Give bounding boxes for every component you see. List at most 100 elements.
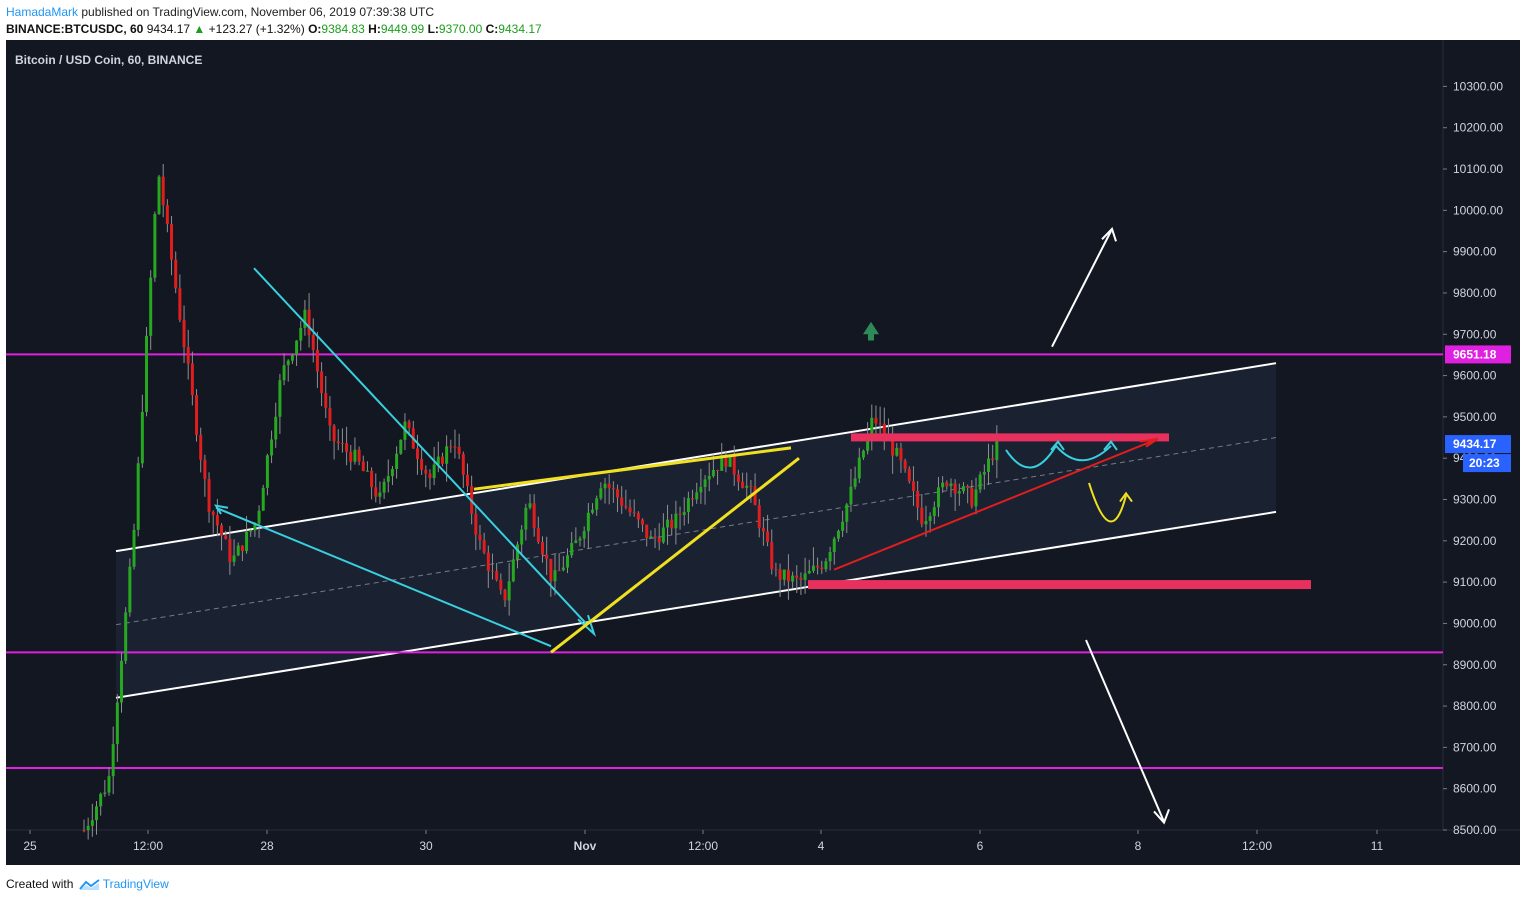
candle-body xyxy=(791,575,795,582)
candle-body xyxy=(699,486,703,493)
candle-body xyxy=(140,411,144,464)
candle-body xyxy=(449,446,453,448)
candle-body xyxy=(703,479,707,487)
candle-body xyxy=(774,569,778,571)
candle-body xyxy=(661,527,665,543)
candle-body xyxy=(520,529,524,545)
candle-body xyxy=(436,456,440,465)
candle-body xyxy=(524,507,528,530)
candle-body xyxy=(415,448,419,460)
candle-body xyxy=(228,539,232,562)
y-tick-label: 8900.00 xyxy=(1453,658,1497,672)
candle-body xyxy=(799,577,803,580)
chart-area[interactable]: 10300.00 10200.00 10100.00 10000.00 9900.00 9… xyxy=(6,40,1520,865)
channel-mid-line xyxy=(115,437,1277,626)
candle-body xyxy=(511,559,515,582)
candle-body xyxy=(995,437,999,461)
symbol-label: BINANCE:BTCUSDC, 60 xyxy=(6,22,144,36)
last-price-text: 9434.17 xyxy=(1453,437,1497,451)
candle-body xyxy=(824,561,828,570)
candle-body xyxy=(741,481,745,488)
candle-body xyxy=(732,456,736,475)
candle-body xyxy=(928,516,932,521)
y-tick-label: 10300.00 xyxy=(1453,79,1503,93)
candle-body xyxy=(561,567,565,571)
candle-body xyxy=(591,509,595,513)
candle-body xyxy=(207,478,211,512)
x-tick-label: 12:00 xyxy=(133,839,163,853)
white-down-arrow xyxy=(1085,639,1165,823)
y-tick-label: 9800.00 xyxy=(1453,286,1497,300)
candle-body xyxy=(507,581,511,601)
candle-body xyxy=(370,470,374,488)
chart-canvas[interactable]: 10300.00 10200.00 10100.00 10000.00 9900.00 9… xyxy=(6,40,1520,865)
support-zone xyxy=(808,580,1311,590)
candle-body xyxy=(728,456,732,467)
candle-body xyxy=(115,702,119,745)
resistance-zone xyxy=(851,433,1169,442)
candle-body xyxy=(582,531,586,539)
candle-body xyxy=(845,504,849,522)
white-arrowhead xyxy=(1101,227,1117,242)
candle-body xyxy=(211,511,215,516)
candle-body xyxy=(820,567,824,570)
candle-body xyxy=(832,538,836,552)
candle-body xyxy=(249,530,253,532)
candle-body xyxy=(353,449,357,462)
candle-body xyxy=(657,537,661,543)
candle-body xyxy=(332,425,336,442)
red-trend-line xyxy=(833,438,1157,571)
candle-body xyxy=(428,473,432,479)
cyan-trend-line xyxy=(215,506,552,648)
candle-body xyxy=(874,417,878,424)
candle-body xyxy=(286,360,290,366)
candle-body xyxy=(649,536,653,539)
candle-body xyxy=(807,570,811,574)
candle-body xyxy=(616,489,620,498)
candle-body xyxy=(632,512,636,514)
candle-body xyxy=(178,288,182,320)
candle-body xyxy=(170,224,174,260)
green-up-arrow-icon xyxy=(863,321,879,341)
candle-body xyxy=(374,487,378,497)
candle-body xyxy=(678,513,682,515)
candle-body xyxy=(757,505,761,528)
candle-body xyxy=(345,443,349,452)
candle-body xyxy=(340,442,344,444)
candle-body xyxy=(716,470,720,472)
candle-body xyxy=(86,825,90,831)
last-price-tag xyxy=(1445,435,1511,454)
candle-body xyxy=(395,453,399,470)
candle-body xyxy=(386,476,390,482)
candle-body xyxy=(645,524,649,539)
candle-body xyxy=(503,589,507,601)
candle-body xyxy=(953,483,957,494)
candle-body xyxy=(532,503,536,529)
close-value: 9434.17 xyxy=(498,22,542,36)
candle-body xyxy=(907,468,911,482)
candle-body xyxy=(440,456,444,464)
candle-body xyxy=(682,512,686,515)
yellow-arrowhead xyxy=(1119,491,1133,503)
candle-body xyxy=(653,536,657,538)
candle-body xyxy=(90,820,94,826)
candle-body xyxy=(607,483,611,488)
candle-body xyxy=(861,450,865,458)
candle-body xyxy=(941,482,945,488)
y-tick-label: 9000.00 xyxy=(1453,616,1497,630)
published-text: published on TradingView.com, November 0… xyxy=(81,5,435,19)
author-link[interactable]: HamadaMark xyxy=(6,5,79,19)
x-tick-label: 12:00 xyxy=(1242,839,1272,853)
candle-body xyxy=(424,469,428,474)
candle-body xyxy=(836,530,840,539)
candle-body xyxy=(111,744,115,777)
candle-body xyxy=(761,527,765,532)
open-label: O: xyxy=(308,22,322,36)
candle-body xyxy=(541,542,544,555)
candle-body xyxy=(282,365,286,381)
tradingview-link[interactable]: TradingView xyxy=(102,877,169,891)
symbol-ohlc-line: BINANCE:BTCUSDC, 60 9434.17 ▲ +123.27 (+… xyxy=(6,22,542,36)
low-label: L: xyxy=(427,22,439,36)
candle-body xyxy=(895,447,899,456)
candle-body xyxy=(420,459,424,470)
